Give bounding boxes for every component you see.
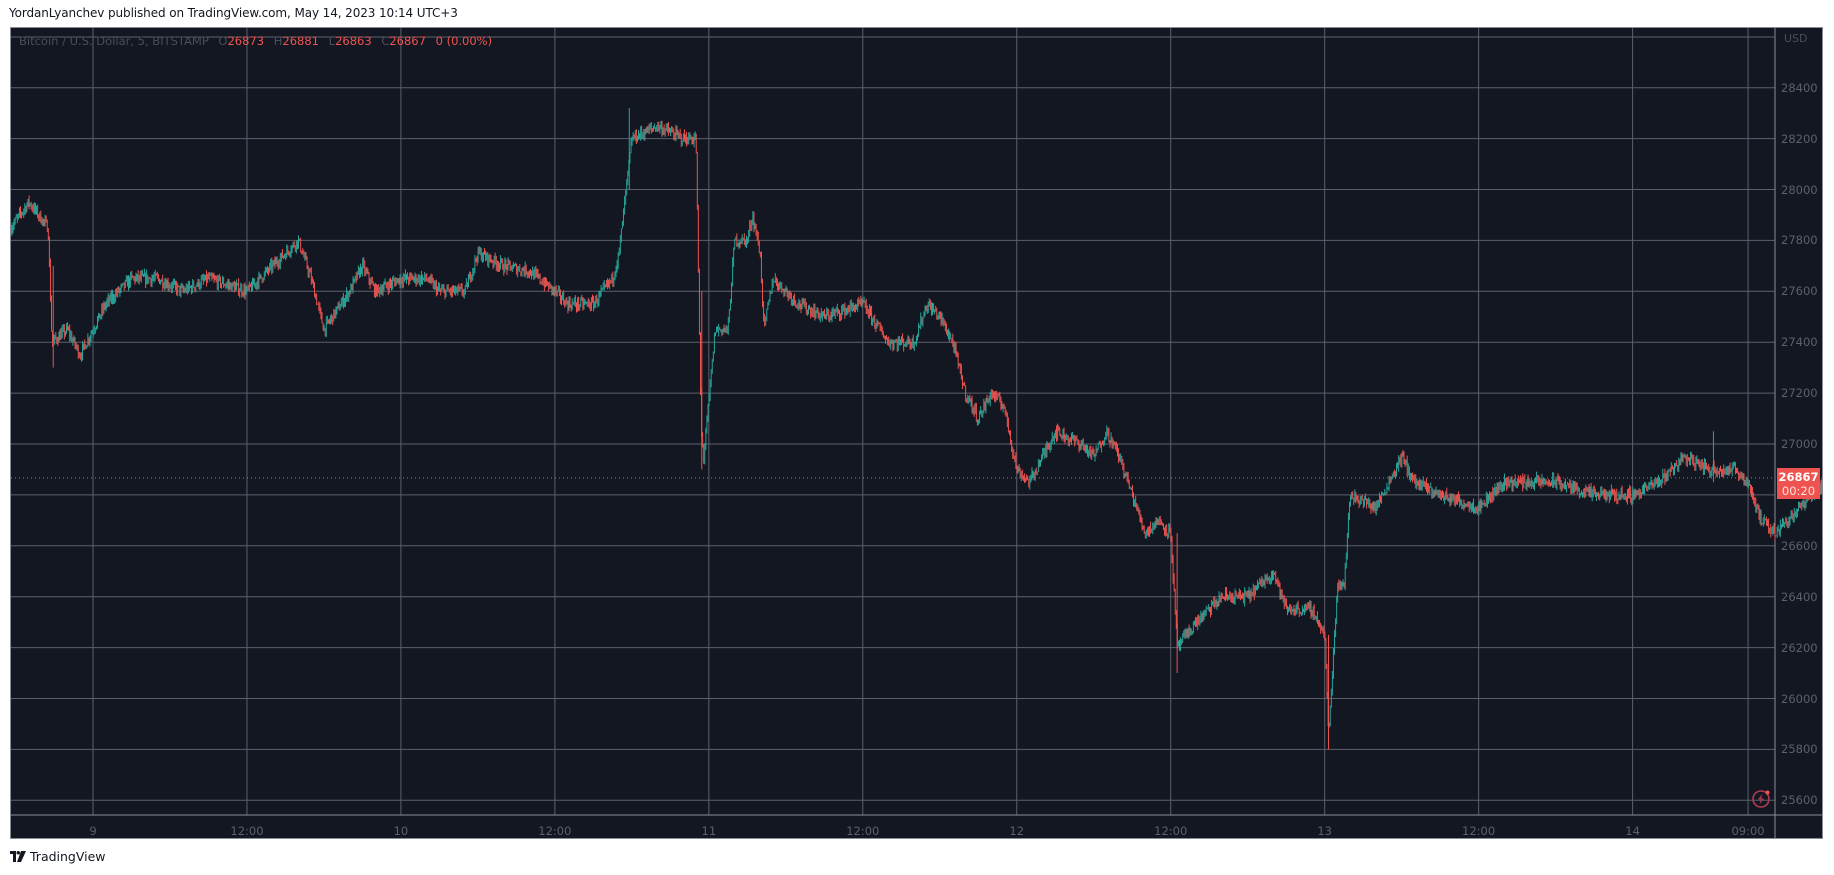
price-tick-label: 28400 (1781, 80, 1818, 95)
change-percent: (0.00%) (446, 34, 493, 48)
time-tick-label: 12:00 (846, 824, 880, 838)
ohlc-legend: Bitcoin / U.S. Dollar, 5, BITSTAMP O2687… (19, 34, 492, 48)
candlestick-plot[interactable] (11, 28, 1823, 839)
time-tick-label: 12 (1009, 824, 1025, 838)
time-tick-label: 11 (701, 824, 717, 838)
footer: TradingView (10, 849, 106, 864)
last-price-badge: 26867 00:20 (1777, 467, 1820, 499)
price-tick-label: 28200 (1781, 131, 1818, 146)
time-tick-label: 12:00 (538, 824, 572, 838)
time-tick-label: 9 (89, 824, 97, 838)
last-price-value: 26867 (1778, 469, 1819, 484)
bar-countdown: 00:20 (1781, 483, 1816, 498)
time-tick-label: 12:00 (1462, 824, 1496, 838)
high-value: 26881 (282, 34, 319, 48)
tradingview-brand[interactable]: TradingView (30, 849, 106, 864)
low-key: L (328, 34, 336, 48)
price-tick-label: 27400 (1781, 335, 1818, 350)
close-value: 26867 (389, 34, 426, 48)
open-value: 26873 (227, 34, 265, 48)
price-tick-label: 28000 (1781, 182, 1818, 197)
low-value: 26863 (335, 34, 372, 48)
high-key: H (273, 34, 283, 48)
publish-info: YordanLyanchev published on TradingView.… (9, 6, 458, 20)
price-tick-label: 26200 (1781, 640, 1818, 655)
candles (11, 108, 1822, 750)
time-tick-label: 12:00 (1154, 824, 1188, 838)
chart-pane[interactable]: Bitcoin / U.S. Dollar, 5, BITSTAMP O2687… (10, 27, 1823, 839)
change-value: 0 (435, 34, 443, 48)
close-key: C (381, 34, 390, 48)
symbol-title[interactable]: Bitcoin / U.S. Dollar, 5, BITSTAMP (19, 34, 209, 48)
tradingview-logo-icon[interactable] (10, 851, 26, 862)
price-tick-label: 27600 (1781, 284, 1818, 299)
price-tick-label: 27200 (1781, 386, 1818, 401)
open-key: O (218, 34, 228, 48)
currency-label[interactable]: USD (1784, 32, 1808, 45)
price-tick-label: 27000 (1781, 437, 1818, 451)
price-tick-label: 26400 (1781, 589, 1818, 604)
time-tick-label: 13 (1317, 824, 1332, 838)
time-tick-label: 09:00 (1731, 824, 1765, 838)
time-tick-label: 12:00 (230, 824, 264, 838)
price-tick-label: 26000 (1781, 691, 1818, 706)
time-tick-label: 10 (393, 824, 409, 838)
price-tick-label: 27800 (1781, 233, 1818, 248)
price-tick-label: 26600 (1781, 538, 1818, 553)
time-tick-label: 14 (1625, 824, 1640, 838)
price-tick-label: 25800 (1781, 742, 1818, 757)
lightning-icon[interactable] (1751, 789, 1771, 809)
price-tick-label: 25600 (1781, 793, 1818, 808)
